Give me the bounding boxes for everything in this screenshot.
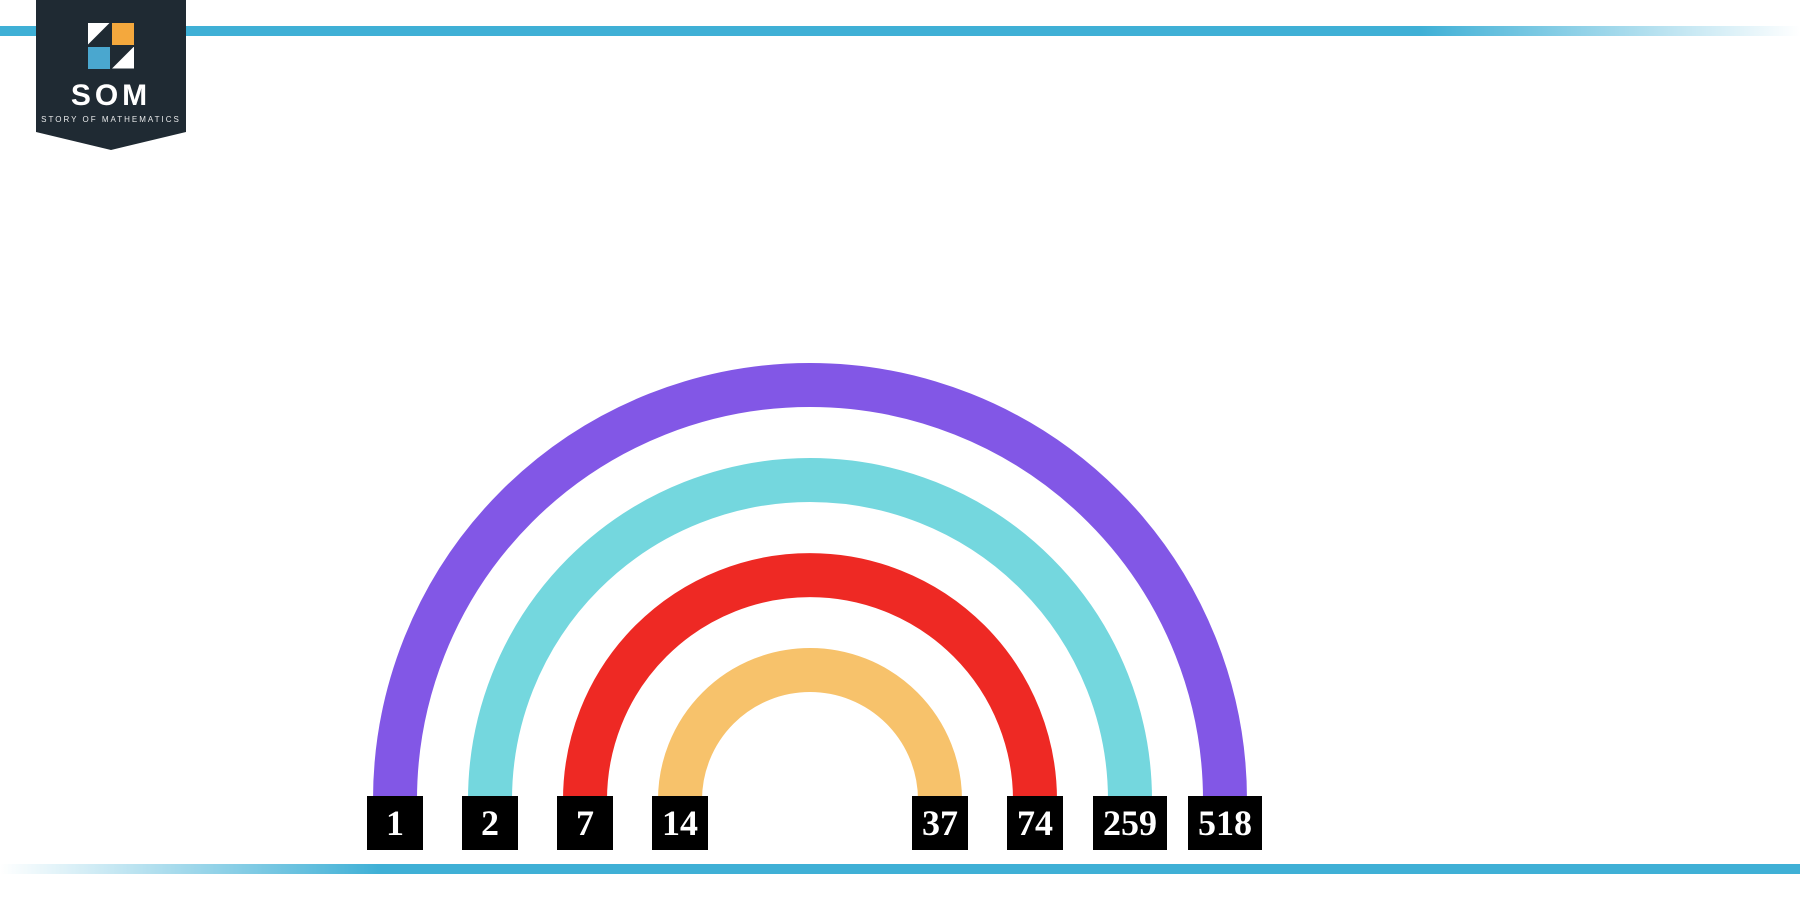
accent-bar-top-solid (0, 26, 1420, 36)
accent-bar-bottom-solid (380, 864, 1800, 874)
logo-mark-br (112, 47, 134, 69)
logo-mark-tl (88, 23, 110, 45)
accent-bar-top-fade (1420, 26, 1800, 36)
logo-badge: SOM STORY OF MATHEMATICS (36, 0, 186, 150)
logo-mark (88, 23, 134, 69)
factor-label-left-3: 1 (367, 796, 423, 850)
logo-name: SOM (71, 79, 151, 113)
logo-tagline: STORY OF MATHEMATICS (41, 115, 181, 124)
factor-rainbow-svg (0, 363, 1800, 822)
factor-label-left-0: 14 (652, 796, 708, 850)
factor-rainbow (0, 363, 1800, 822)
factor-labels-row: 14 37 7 74 2 259 1 518 (0, 796, 1800, 850)
arc-0 (680, 670, 940, 800)
factor-label-right-2: 259 (1093, 796, 1167, 850)
accent-bar-bottom-fade (0, 864, 380, 874)
factor-label-left-1: 7 (557, 796, 613, 850)
factor-label-right-3: 518 (1188, 796, 1262, 850)
factor-label-right-0: 37 (912, 796, 968, 850)
accent-bar-bottom (0, 864, 1800, 874)
accent-bar-top (0, 26, 1800, 36)
logo-mark-bl (88, 47, 110, 69)
factor-label-left-2: 2 (462, 796, 518, 850)
logo-mark-tr (112, 23, 134, 45)
factor-label-right-1: 74 (1007, 796, 1063, 850)
